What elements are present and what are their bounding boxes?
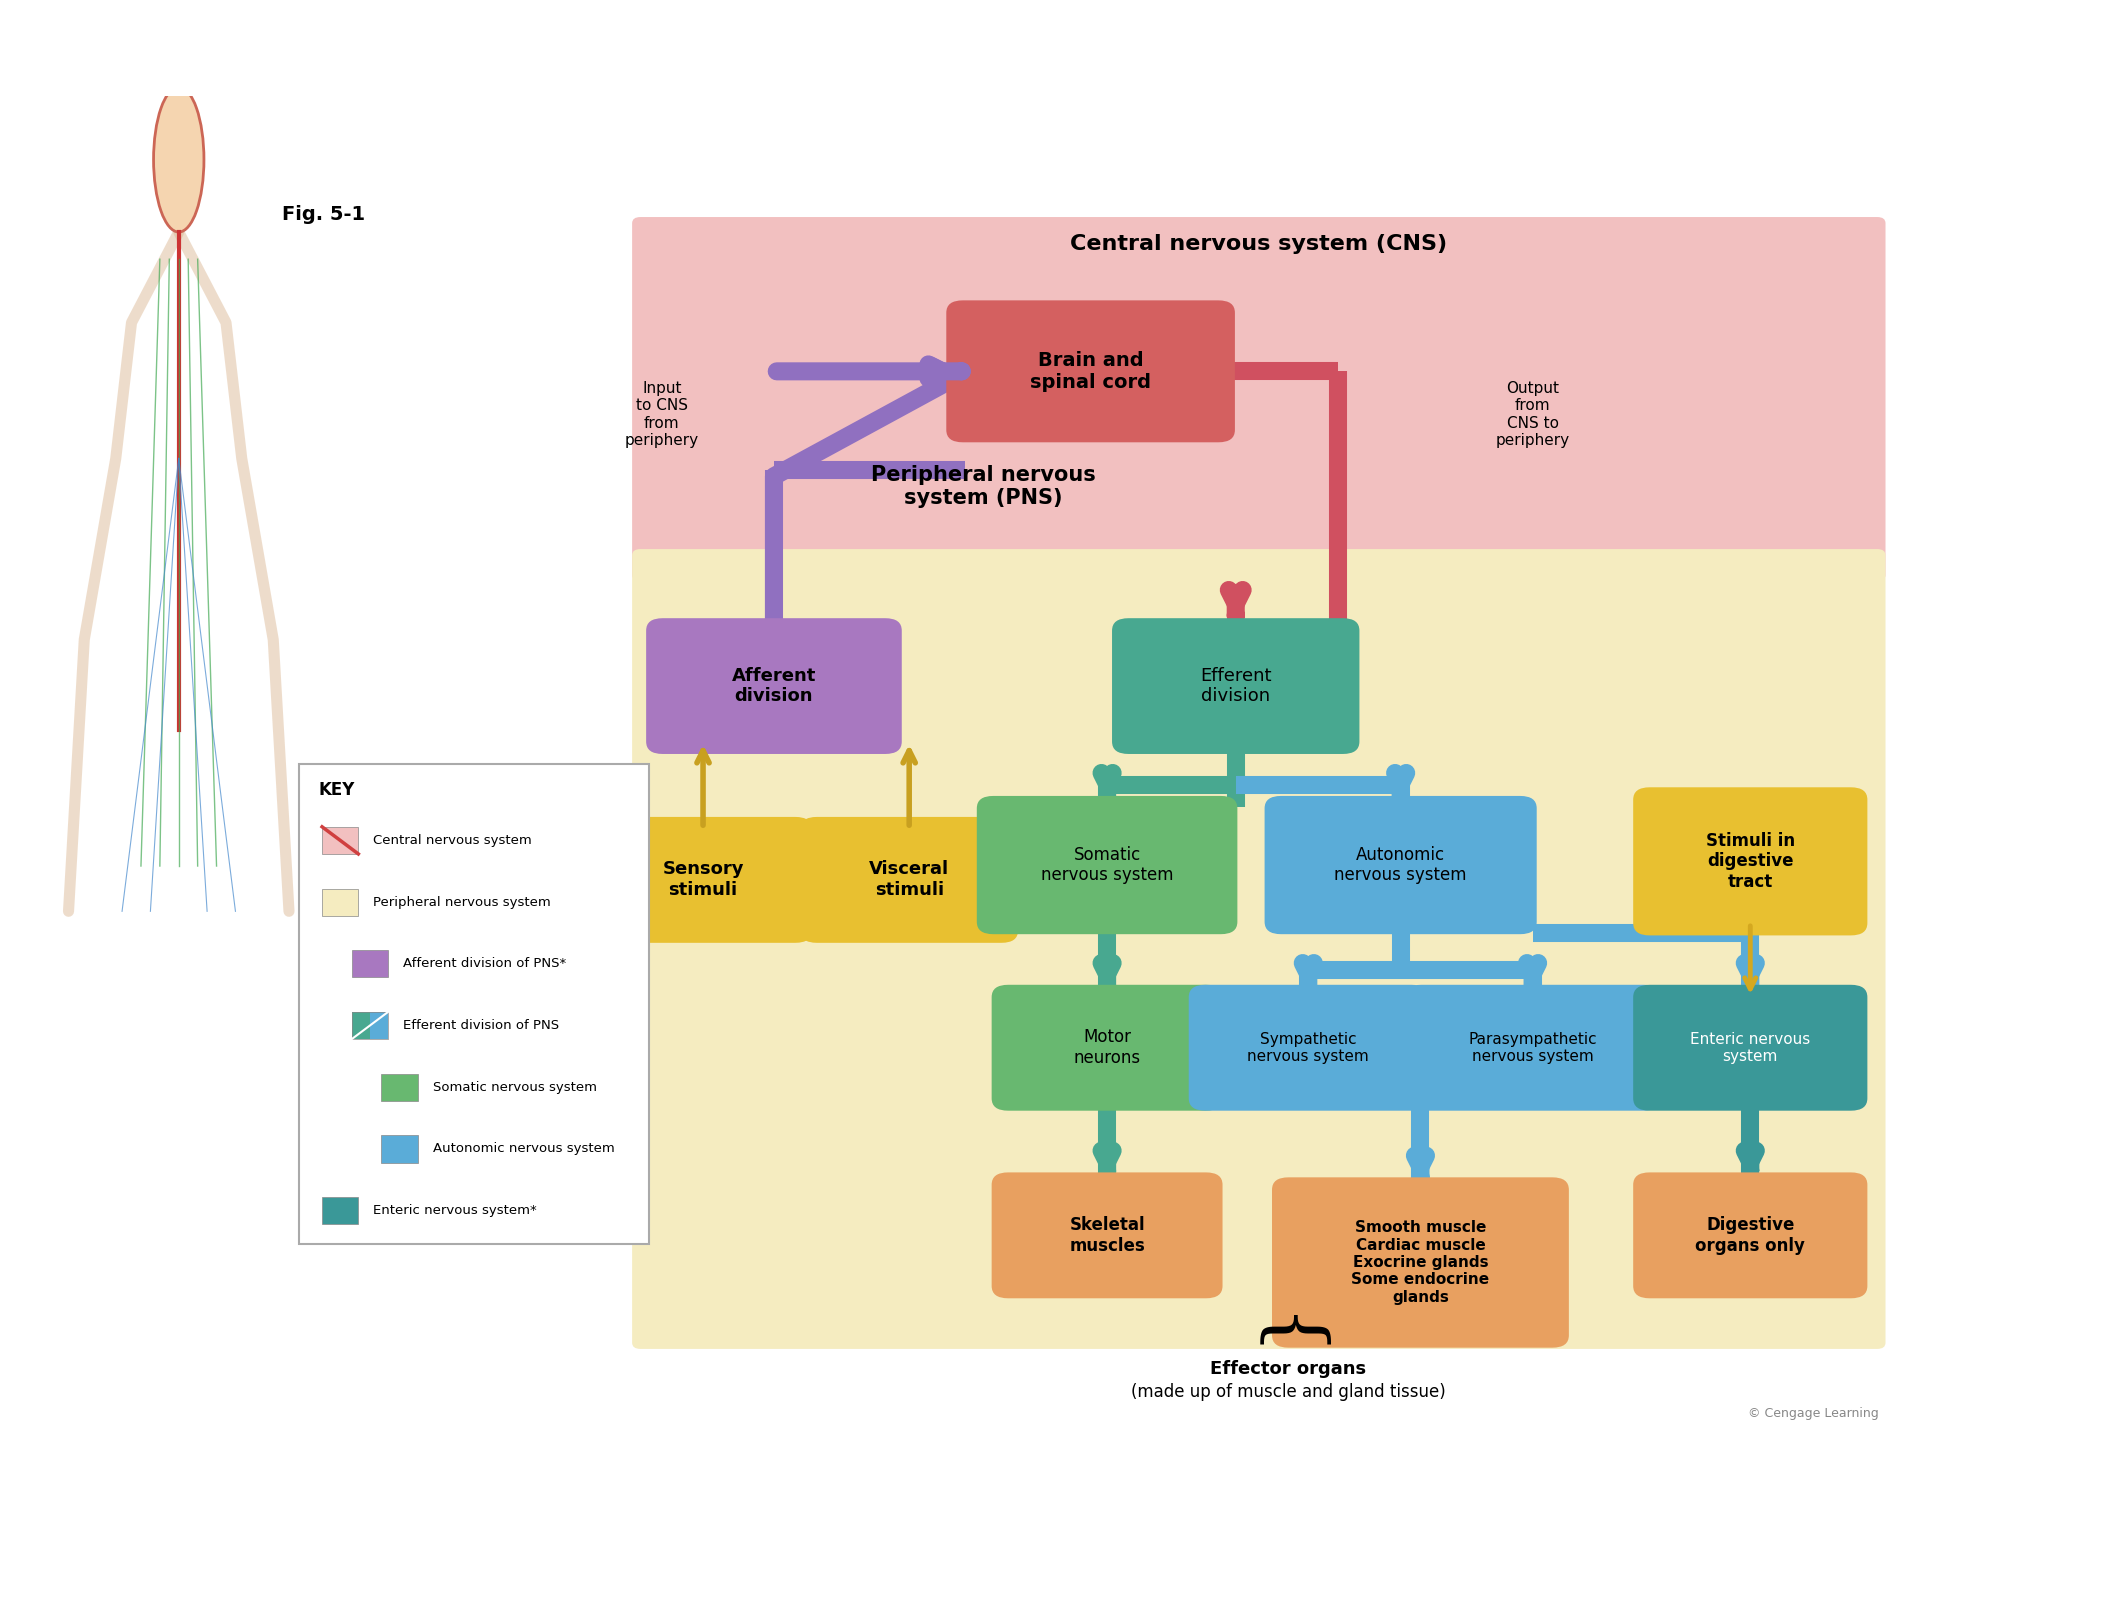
Text: Smooth muscle
Cardiac muscle
Exocrine glands
Some endocrine
glands: Smooth muscle Cardiac muscle Exocrine gl… — [1351, 1220, 1490, 1305]
FancyBboxPatch shape — [1632, 984, 1868, 1111]
FancyBboxPatch shape — [594, 818, 813, 943]
FancyBboxPatch shape — [1113, 619, 1360, 753]
Text: Parasympathetic
nervous system: Parasympathetic nervous system — [1468, 1032, 1596, 1064]
Text: Sympathetic
nervous system: Sympathetic nervous system — [1247, 1032, 1368, 1064]
FancyBboxPatch shape — [1632, 1172, 1868, 1298]
Text: Input
to CNS
from
periphery: Input to CNS from periphery — [626, 382, 698, 449]
FancyBboxPatch shape — [647, 619, 902, 753]
Text: Somatic
nervous system: Somatic nervous system — [1041, 846, 1173, 885]
Text: Brain and
spinal cord: Brain and spinal cord — [1030, 351, 1151, 391]
Text: Enteric nervous
system: Enteric nervous system — [1690, 1032, 1811, 1064]
Bar — [351, 1011, 370, 1039]
Text: Visceral
stimuli: Visceral stimuli — [868, 861, 949, 899]
Text: Afferent
division: Afferent division — [732, 667, 817, 705]
Text: Autonomic nervous system: Autonomic nervous system — [432, 1143, 615, 1156]
FancyBboxPatch shape — [381, 1135, 417, 1162]
Text: Autonomic
nervous system: Autonomic nervous system — [1334, 846, 1466, 885]
FancyBboxPatch shape — [1273, 1177, 1568, 1348]
FancyBboxPatch shape — [632, 550, 1885, 1348]
Text: Fig. 5-1: Fig. 5-1 — [283, 205, 366, 224]
FancyBboxPatch shape — [992, 1172, 1221, 1298]
Text: Sensory
stimuli: Sensory stimuli — [662, 861, 745, 899]
Text: Efferent
division: Efferent division — [1200, 667, 1270, 705]
Text: Skeletal
muscles: Skeletal muscles — [1068, 1217, 1145, 1255]
Circle shape — [153, 87, 204, 232]
FancyBboxPatch shape — [800, 818, 1017, 943]
Text: Central nervous system (CNS): Central nervous system (CNS) — [1070, 234, 1447, 255]
FancyBboxPatch shape — [992, 984, 1221, 1111]
FancyBboxPatch shape — [947, 300, 1234, 442]
FancyBboxPatch shape — [351, 951, 387, 978]
Text: KEY: KEY — [319, 781, 355, 800]
Text: Motor
neurons: Motor neurons — [1073, 1029, 1141, 1068]
FancyBboxPatch shape — [1632, 787, 1868, 936]
FancyBboxPatch shape — [321, 827, 358, 854]
Text: Peripheral nervous
system (PNS): Peripheral nervous system (PNS) — [870, 465, 1096, 508]
Text: }: } — [1251, 1295, 1326, 1343]
Text: Effector organs: Effector organs — [1211, 1359, 1366, 1377]
Text: © Cengage Learning: © Cengage Learning — [1749, 1407, 1879, 1420]
FancyBboxPatch shape — [1264, 797, 1536, 935]
Text: Afferent division of PNS*: Afferent division of PNS* — [402, 957, 566, 970]
FancyBboxPatch shape — [298, 765, 649, 1244]
Text: (made up of muscle and gland tissue): (made up of muscle and gland tissue) — [1132, 1383, 1445, 1401]
Text: Stimuli in
digestive
tract: Stimuli in digestive tract — [1707, 832, 1794, 891]
Text: Peripheral nervous system: Peripheral nervous system — [372, 896, 551, 909]
Text: Somatic nervous system: Somatic nervous system — [432, 1080, 596, 1093]
Text: Output
from
CNS to
periphery: Output from CNS to periphery — [1496, 382, 1570, 449]
FancyBboxPatch shape — [1190, 984, 1428, 1111]
Text: Efferent division of PNS: Efferent division of PNS — [402, 1020, 560, 1032]
FancyBboxPatch shape — [632, 216, 1885, 582]
FancyBboxPatch shape — [977, 797, 1236, 935]
Text: Enteric nervous system*: Enteric nervous system* — [372, 1204, 536, 1217]
FancyBboxPatch shape — [381, 1074, 417, 1101]
FancyBboxPatch shape — [321, 888, 358, 915]
FancyBboxPatch shape — [321, 1197, 358, 1225]
Text: Central nervous system: Central nervous system — [372, 834, 532, 846]
Bar — [370, 1011, 387, 1039]
Text: Digestive
organs only: Digestive organs only — [1696, 1217, 1805, 1255]
FancyBboxPatch shape — [1404, 984, 1660, 1111]
